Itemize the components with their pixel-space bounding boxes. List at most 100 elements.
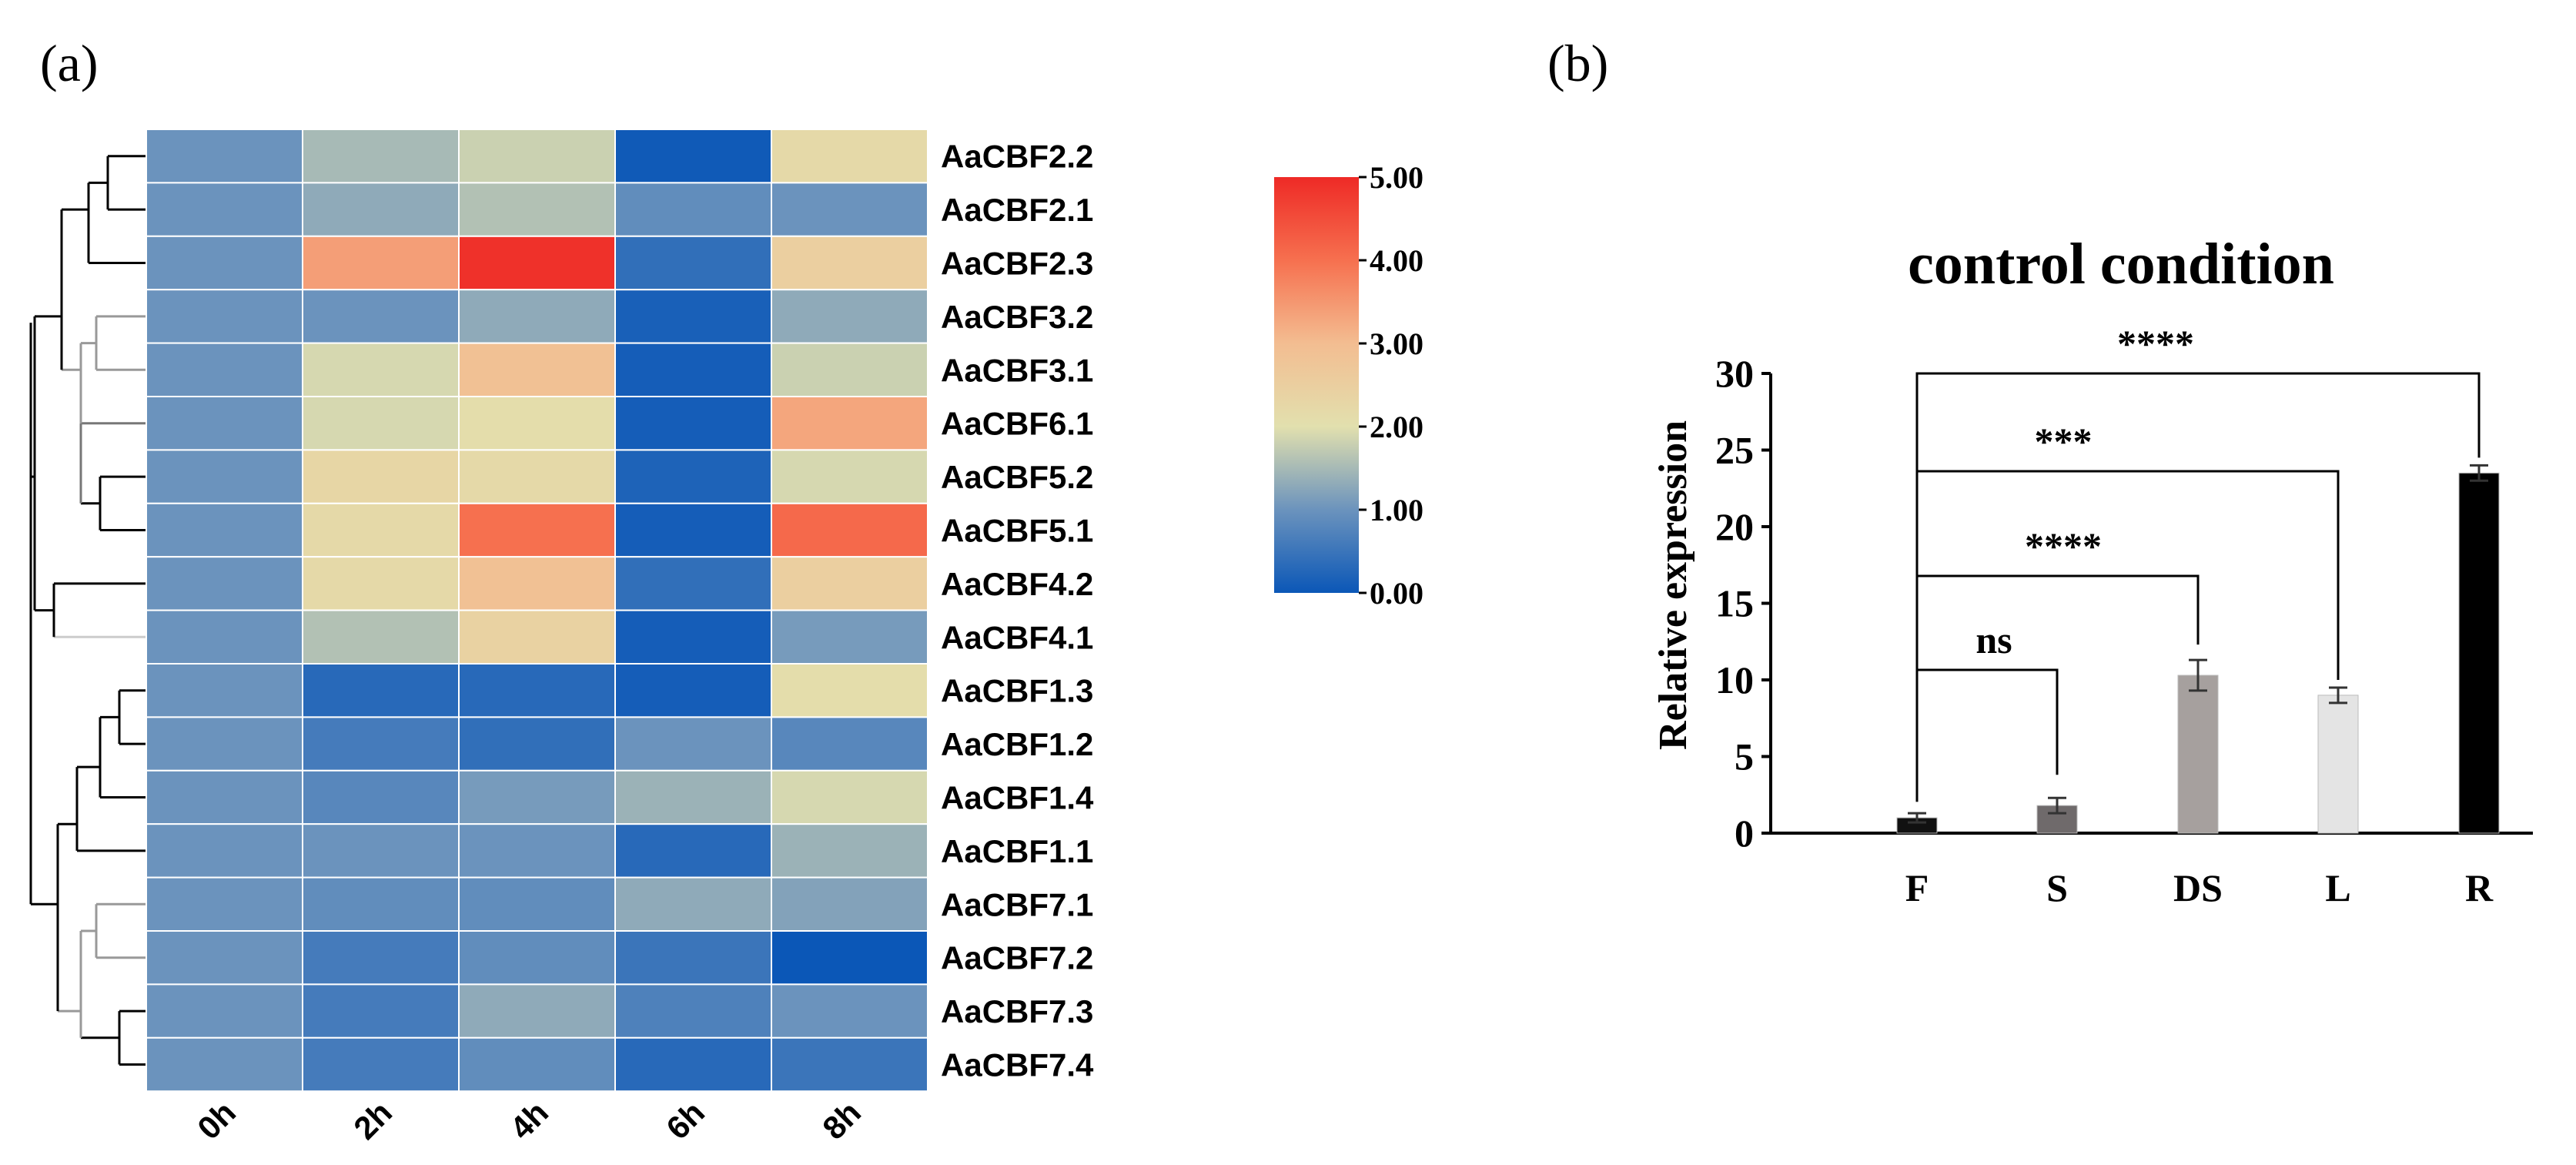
heatmap-row-label: AaCBF4.1 bbox=[941, 619, 1093, 655]
heatmap-cell bbox=[302, 769, 460, 825]
heatmap-cell bbox=[146, 609, 303, 665]
heatmap-cell bbox=[302, 716, 460, 772]
heatmap-cell bbox=[302, 235, 460, 291]
heatmap-cell bbox=[771, 769, 928, 825]
significance-label: *** bbox=[2035, 420, 2093, 463]
y-tick-label: 10 bbox=[1715, 658, 1754, 701]
heatmap-cell bbox=[614, 182, 772, 237]
heatmap-cell bbox=[302, 609, 460, 665]
heatmap-cell bbox=[614, 556, 772, 611]
heatmap-cell bbox=[146, 342, 303, 398]
heatmap-cell bbox=[771, 449, 928, 504]
colorbar-tick-label: 2.00 bbox=[1370, 410, 1423, 444]
heatmap-cells bbox=[146, 129, 928, 1093]
heatmap-cell bbox=[614, 609, 772, 665]
heatmap-cell bbox=[614, 449, 772, 504]
heatmap-column-labels: 0h 2h 4h 6h 8h bbox=[190, 1094, 868, 1147]
heatmap-cell bbox=[771, 983, 928, 1039]
heatmap-column-label: 2h bbox=[346, 1094, 399, 1147]
heatmap-panel: AaCBF2.2 AaCBF2.1 AaCBF2.3 AaCBF3.2 AaCBF3.1… bbox=[29, 129, 1423, 1147]
x-tick-label: L bbox=[2325, 866, 2350, 909]
heatmap-cell bbox=[458, 930, 616, 986]
heatmap-cell bbox=[614, 1036, 772, 1093]
chart-title: control condition bbox=[1908, 232, 2334, 296]
heatmap-cell bbox=[146, 983, 303, 1039]
heatmap-cell bbox=[458, 129, 616, 184]
heatmap-row-label: AaCBF2.3 bbox=[941, 246, 1093, 282]
heatmap-cell bbox=[458, 983, 616, 1039]
heatmap-cell bbox=[614, 930, 772, 986]
heatmap-row-label: AaCBF7.3 bbox=[941, 993, 1093, 1029]
heatmap-cell bbox=[146, 876, 303, 932]
heatmap-row-label: AaCBF5.1 bbox=[941, 513, 1093, 549]
heatmap-cell bbox=[771, 1036, 928, 1093]
heatmap-cell bbox=[302, 502, 460, 558]
heatmap-cell bbox=[458, 342, 616, 398]
heatmap-cell bbox=[458, 396, 616, 451]
heatmap-row-labels: AaCBF2.2 AaCBF2.1 AaCBF2.3 AaCBF3.2 AaCBF3.1… bbox=[941, 139, 1094, 1083]
significance-label: **** bbox=[2117, 322, 2194, 365]
y-tick-label: 20 bbox=[1715, 505, 1754, 548]
significance-label: **** bbox=[2025, 524, 2102, 567]
panel-label-b: (b) bbox=[1547, 34, 1608, 92]
x-tick-label: F bbox=[1905, 866, 1929, 909]
heatmap-row-label: AaCBF7.1 bbox=[941, 886, 1093, 922]
heatmap-column-label: 6h bbox=[659, 1094, 711, 1147]
heatmap-cell bbox=[771, 663, 928, 718]
heatmap-cell bbox=[614, 663, 772, 718]
heatmap-row-label: AaCBF7.2 bbox=[941, 940, 1093, 976]
heatmap-cell bbox=[458, 449, 616, 504]
colorbar-tick-label: 1.00 bbox=[1370, 493, 1423, 527]
heatmap-cell bbox=[614, 502, 772, 558]
heatmap-cell bbox=[146, 823, 303, 879]
heatmap-row-label: AaCBF6.1 bbox=[941, 406, 1093, 442]
heatmap-column-label: 4h bbox=[503, 1094, 555, 1147]
colorbar-tick-label: 4.00 bbox=[1370, 243, 1423, 278]
heatmap-cell bbox=[614, 769, 772, 825]
heatmap-cell bbox=[771, 396, 928, 451]
heatmap-cell bbox=[302, 182, 460, 237]
heatmap-cell bbox=[146, 129, 303, 184]
heatmap-cell bbox=[302, 930, 460, 986]
y-tick-label: 30 bbox=[1715, 352, 1754, 395]
heatmap-cell bbox=[146, 502, 303, 558]
row-dendrogram bbox=[29, 155, 146, 1066]
heatmap-row-label: AaCBF1.3 bbox=[941, 673, 1093, 709]
x-tick-label: S bbox=[2046, 866, 2068, 909]
y-tick-label: 0 bbox=[1735, 812, 1754, 855]
y-axis-label: Relative expression bbox=[1651, 420, 1695, 750]
heatmap-cell bbox=[458, 876, 616, 932]
heatmap-cell bbox=[146, 396, 303, 451]
heatmap-cell bbox=[146, 663, 303, 718]
colorbar-tick-label: 5.00 bbox=[1370, 160, 1423, 195]
heatmap-cell bbox=[146, 556, 303, 611]
significance-bracket bbox=[1915, 668, 2059, 802]
heatmap-cell bbox=[458, 182, 616, 237]
heatmap-row-label: AaCBF7.4 bbox=[941, 1047, 1094, 1083]
heatmap-cell bbox=[146, 182, 303, 237]
heatmap-row-label: AaCBF1.2 bbox=[941, 726, 1093, 762]
heatmap-cell bbox=[458, 289, 616, 344]
x-tick-label: R bbox=[2465, 866, 2494, 909]
heatmap-cell bbox=[146, 716, 303, 772]
heatmap-row-label: AaCBF4.2 bbox=[941, 566, 1093, 602]
heatmap-column-label: 0h bbox=[190, 1094, 243, 1147]
bar bbox=[2317, 695, 2359, 834]
bar-marks bbox=[1896, 464, 2500, 834]
colorbar-tick-label: 0.00 bbox=[1370, 576, 1423, 611]
heatmap-cell bbox=[614, 289, 772, 344]
y-tick-label: 15 bbox=[1715, 582, 1754, 625]
colorbar-bar bbox=[1274, 177, 1359, 593]
significance-bracket bbox=[1915, 372, 2481, 802]
bar bbox=[2177, 675, 2219, 834]
heatmap-cell bbox=[458, 502, 616, 558]
heatmap-cell bbox=[771, 823, 928, 879]
heatmap-row-label: AaCBF3.2 bbox=[941, 299, 1093, 335]
heatmap-cell bbox=[771, 289, 928, 344]
heatmap-cell bbox=[614, 129, 772, 184]
heatmap-row-label: AaCBF1.1 bbox=[941, 833, 1093, 869]
heatmap-cell bbox=[146, 1036, 303, 1093]
heatmap-cell bbox=[614, 342, 772, 398]
heatmap-cell bbox=[771, 342, 928, 398]
heatmap-cell bbox=[771, 716, 928, 772]
